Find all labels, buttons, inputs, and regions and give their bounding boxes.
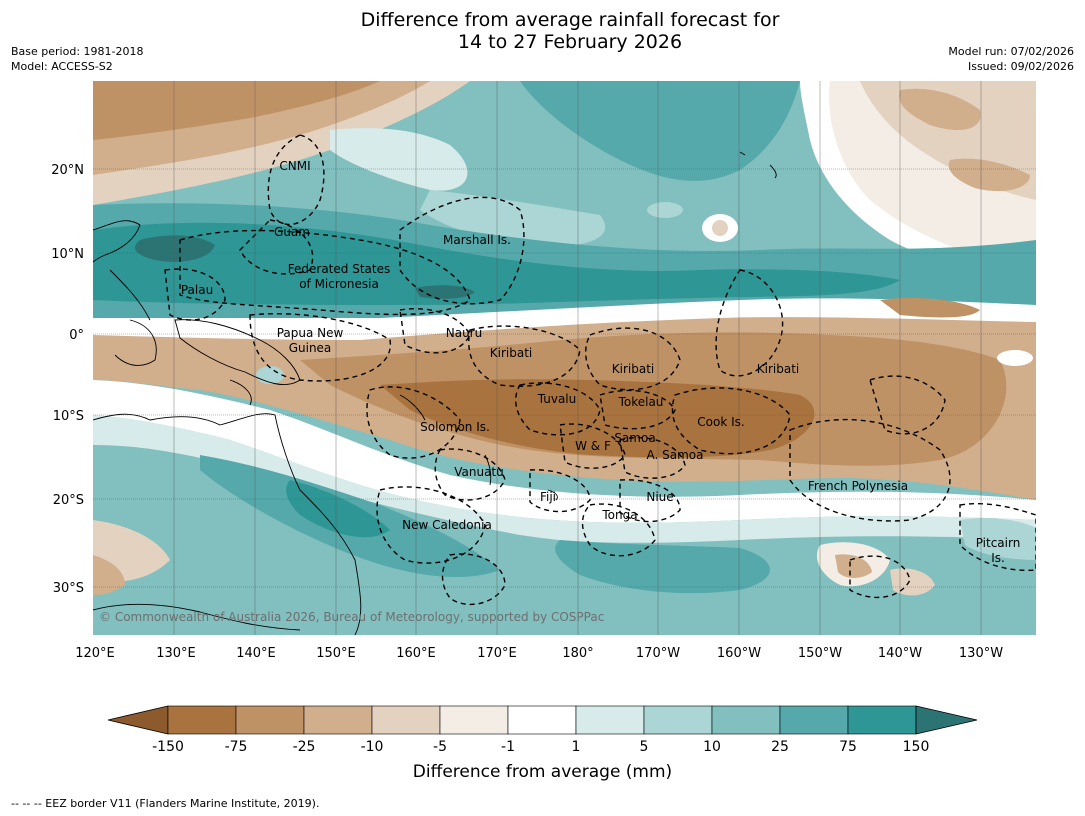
lat-tick-10s: 10°S <box>53 409 84 424</box>
lat-tick-0: 0° <box>69 328 84 343</box>
lon-tick-140e: 140°E <box>236 646 276 661</box>
colorbar-swatch <box>439 705 509 735</box>
colorbar-swatch <box>779 705 849 735</box>
colorbar-tick-label: -1 <box>501 739 515 755</box>
lon-tick-120e: 120°E <box>75 646 115 661</box>
label-fiji: Fiji <box>540 490 556 504</box>
lon-tick-170w: 170°W <box>636 646 680 661</box>
label-marshall: Marshall Is. <box>443 233 511 247</box>
lon-tick-130e: 130°E <box>156 646 196 661</box>
colorbar-tick-label: 75 <box>839 739 857 755</box>
label-tokelau: Tokelau <box>618 395 664 409</box>
lon-tick-150e: 150°E <box>316 646 356 661</box>
colorbar-tick-label: -150 <box>152 739 184 755</box>
colorbar-swatch <box>303 705 373 735</box>
map-title: Difference from average rainfall forecas… <box>0 9 1085 53</box>
title-line-2: 14 to 27 February 2026 <box>457 31 683 53</box>
base-period: Base period: 1981-2018 <box>11 45 144 58</box>
label-niue: Niue <box>646 490 673 504</box>
lat-tick-20n: 20°N <box>51 163 84 178</box>
colorbar-swatch <box>847 705 917 735</box>
colorbar-tick-label: 150 <box>903 739 930 755</box>
eez-footnote: -- -- -- EEZ border V11 (Flanders Marine… <box>11 797 320 810</box>
lat-tick-20s: 20°S <box>53 493 84 508</box>
label-vanuatu: Vanuatu <box>454 465 504 479</box>
lat-tick-30s: 30°S <box>53 581 84 596</box>
lon-tick-180: 180° <box>562 646 593 661</box>
title-line-1: Difference from average rainfall forecas… <box>360 9 780 31</box>
colorbar-tick-label: 10 <box>703 739 721 755</box>
label-samoa: Samoa <box>614 431 655 445</box>
colorbar-extend-low <box>107 705 169 735</box>
colorbar-tick-label: 5 <box>640 739 649 755</box>
model-name: Model: ACCESS-S2 <box>11 60 113 73</box>
colorbar-tick-label: -5 <box>433 739 447 755</box>
label-png-2: Guinea <box>289 341 332 355</box>
label-nauru: Nauru <box>446 326 482 340</box>
colorbar-swatch <box>371 705 441 735</box>
label-solomon: Solomon Is. <box>420 420 490 434</box>
label-cook: Cook Is. <box>697 415 744 429</box>
label-png-1: Papua New <box>277 326 344 340</box>
lat-tick-10n: 10°N <box>51 247 84 262</box>
colorbar-swatch <box>643 705 713 735</box>
colorbar-extend-high <box>915 705 978 735</box>
label-pitcairn-2: Is. <box>991 551 1005 565</box>
colorbar-swatch <box>711 705 781 735</box>
label-french-polynesia: French Polynesia <box>808 479 908 493</box>
label-tuvalu: Tuvalu <box>537 392 577 406</box>
lon-ticks: 120°E 130°E 140°E 150°E 160°E 170°E 180°… <box>75 646 1003 661</box>
label-fsm-2: of Micronesia <box>299 277 379 291</box>
label-kiribati-west: Kiribati <box>490 346 532 360</box>
colorbar-tick-label: -10 <box>361 739 384 755</box>
lon-tick-170e: 170°E <box>477 646 517 661</box>
label-kiribati-central: Kiribati <box>612 362 654 376</box>
label-fsm-1: Federated States <box>288 262 390 276</box>
label-pitcairn-1: Pitcairn <box>976 536 1021 550</box>
label-tonga: Tonga <box>601 508 637 522</box>
colorbar-tick-label: -75 <box>225 739 248 755</box>
graticule-meridians <box>173 81 982 635</box>
region-labels: CNMI Guam Marshall Is. Federated States … <box>181 159 1020 565</box>
colorbar-swatch <box>575 705 645 735</box>
lon-tick-160e: 160°E <box>396 646 436 661</box>
lon-tick-140w: 140°W <box>878 646 922 661</box>
lat-ticks: 20°N 10°N 0° 10°S 20°S 30°S <box>51 163 84 596</box>
lon-tick-130w: 130°W <box>959 646 1003 661</box>
label-kiribati-east: Kiribati <box>757 362 799 376</box>
label-cnmi: CNMI <box>279 159 310 173</box>
colorbar: -150 -75 -25 -10 -5 -1 1 5 10 25 75 150 <box>107 705 978 755</box>
label-wallis-futuna: W & F <box>575 439 611 453</box>
colorbar-tick-label: 1 <box>572 739 581 755</box>
meta-right: Model run: 07/02/2026 Issued: 09/02/2026 <box>948 44 1074 74</box>
colorbar-title: Difference from average (mm) <box>412 762 673 782</box>
lon-tick-160w: 160°W <box>717 646 761 661</box>
eez-borders <box>164 134 1036 606</box>
label-guam: Guam <box>274 225 310 239</box>
colorbar-swatch <box>507 705 577 735</box>
label-new-caledonia: New Caledonia <box>402 518 492 532</box>
label-palau: Palau <box>181 283 213 297</box>
colorbar-tick-label: 25 <box>771 739 789 755</box>
rainfall-field <box>93 81 1036 635</box>
lon-tick-150w: 150°W <box>798 646 842 661</box>
colorbar-swatch <box>235 705 305 735</box>
meta-left: Base period: 1981-2018 Model: ACCESS-S2 <box>11 44 143 74</box>
model-run: Model run: 07/02/2026 <box>948 45 1074 58</box>
colorbar-swatch <box>167 705 237 735</box>
label-american-samoa: A. Samoa <box>647 448 704 462</box>
copyright-notice: © Commonwealth of Australia 2026, Bureau… <box>99 610 604 624</box>
colorbar-tick-label: -25 <box>293 739 316 755</box>
issued-date: Issued: 09/02/2026 <box>967 60 1074 73</box>
